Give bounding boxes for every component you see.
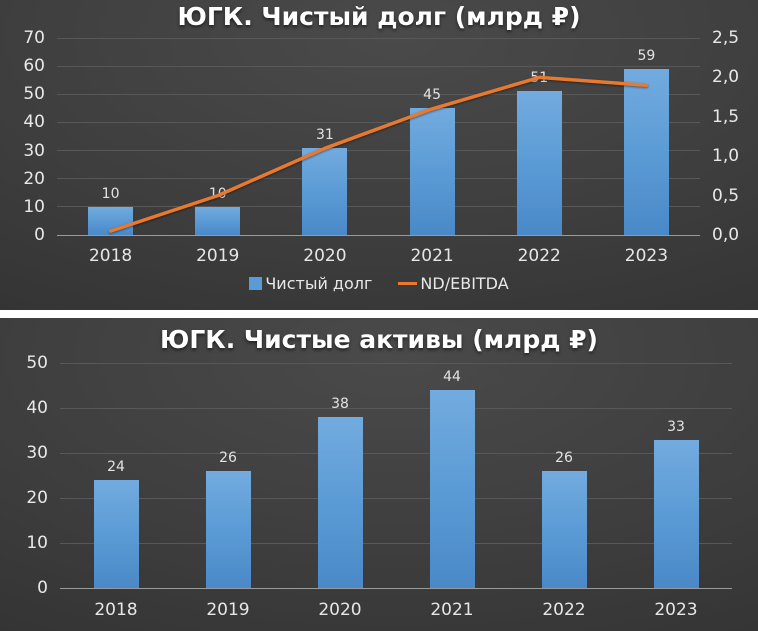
bar-2019 [205, 471, 251, 588]
legend-line-marker-icon [398, 282, 418, 285]
legend-item-bar: Чистый долг [249, 274, 372, 293]
left-axis-tick: 30 [23, 140, 45, 161]
gridline [60, 452, 732, 454]
bar-value-label: 33 [667, 418, 685, 435]
bar-value-label: 24 [107, 459, 125, 475]
legend-square-marker-icon [249, 277, 263, 290]
x-axis-tick: 2018 [88, 246, 133, 266]
chart-panel-net-assets: ЮГК. Чистые активы (млрд ₽) 24 26 38 44 26 33… [0, 318, 758, 631]
x-axis-line [57, 234, 700, 236]
legend-item-line: ND/EBITDA [398, 274, 509, 293]
left-axis-tick: 70 [23, 28, 45, 48]
bar-2022 [516, 91, 562, 235]
bar-2021 [409, 108, 455, 235]
bar-value-label: 45 [423, 87, 441, 104]
legend: Чистый долг ND/EBITDA [0, 274, 758, 293]
gridline [60, 542, 732, 544]
bar-value-label: 26 [219, 450, 237, 466]
bar-value-label: 38 [331, 396, 349, 412]
bar-value-label: 10 [101, 185, 120, 202]
gridline [60, 362, 732, 364]
bar-2020 [317, 417, 363, 588]
x-axis-tick: 2020 [318, 600, 362, 620]
right-axis-tick: 0,0 [712, 225, 740, 245]
x-axis-tick: 2019 [196, 246, 240, 266]
bar-2022 [541, 471, 587, 588]
left-axis-tick: 40 [26, 398, 48, 418]
line-series-nd-ebitda [108, 75, 649, 233]
bar-value-label: 44 [443, 369, 461, 385]
gridline [60, 407, 732, 409]
bar-value-label: 26 [555, 450, 573, 466]
left-axis-tick: 0 [34, 225, 45, 245]
x-axis-tick: 2022 [517, 246, 561, 266]
bar-value-label: 59 [637, 47, 656, 64]
left-axis-tick: 50 [23, 84, 45, 105]
x-axis-tick: 2022 [542, 600, 586, 620]
left-axis-tick: 0 [37, 578, 48, 598]
gridline [57, 206, 700, 208]
right-axis-tick: 1,0 [712, 146, 740, 167]
bar-value-label: 31 [315, 126, 334, 143]
x-axis-tick: 2018 [94, 600, 138, 620]
left-axis-tick: 40 [23, 112, 45, 133]
nd-ebitda-line [108, 75, 649, 233]
x-axis-line [60, 587, 732, 589]
left-axis-tick: 60 [23, 56, 45, 77]
right-axis-tick: 1,5 [712, 106, 740, 127]
x-axis-tick: 2019 [206, 600, 250, 620]
bar-2023 [653, 439, 699, 588]
plot-area-net-assets: 24 26 38 44 26 33 [60, 362, 732, 589]
gridline [60, 497, 732, 499]
left-axis-tick: 30 [26, 443, 48, 463]
gridline [57, 178, 700, 180]
gridline [57, 37, 700, 39]
gridline [57, 121, 700, 123]
left-axis-tick: 50 [26, 353, 48, 373]
bar-2019 [195, 206, 241, 235]
bar-2018 [93, 480, 139, 588]
legend-label: ND/EBITDA [420, 274, 509, 293]
chart-title-net-assets: ЮГК. Чистые активы (млрд ₽) [160, 325, 598, 354]
x-axis-tick: 2020 [303, 246, 347, 266]
plot-area-net-debt: 10 10 31 45 51 59 [57, 37, 700, 236]
left-axis-tick: 20 [26, 488, 48, 508]
gridline [57, 150, 700, 152]
right-axis-tick: 0,5 [712, 185, 740, 206]
x-axis-tick: 2023 [624, 246, 669, 266]
right-axis-tick: 2,0 [712, 67, 740, 88]
left-axis-tick: 20 [23, 168, 45, 189]
x-axis-tick: 2021 [410, 246, 454, 266]
gridline [57, 93, 700, 95]
bar-2023 [623, 68, 669, 235]
bar-2021 [429, 390, 475, 588]
legend-label: Чистый долг [265, 274, 373, 293]
x-axis-tick: 2023 [654, 600, 698, 620]
x-axis-tick: 2021 [430, 600, 474, 620]
left-axis-tick: 10 [23, 196, 45, 217]
bar-2020 [302, 147, 348, 235]
chart-panel-net-debt: ЮГК. Чистый долг (млрд ₽) 10 10 31 45 51 59 Ч… [0, 0, 758, 310]
chart-title-net-debt: ЮГК. Чистый долг (млрд ₽) [177, 2, 581, 31]
left-axis-tick: 10 [26, 533, 48, 553]
gridline [57, 65, 700, 67]
right-axis-tick: 2,5 [712, 28, 740, 48]
